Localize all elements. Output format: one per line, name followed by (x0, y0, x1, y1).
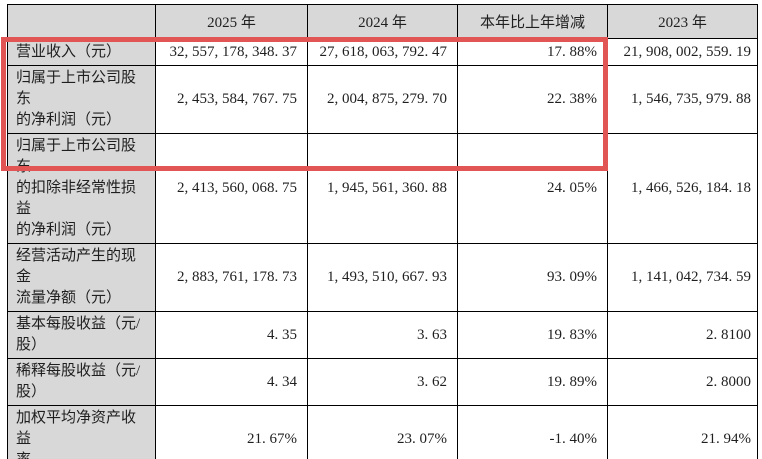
cell-2025: 2, 883, 761, 178. 73 (155, 243, 308, 312)
table-row-basic-eps: 基本每股收益（元/ 股） 4. 35 3. 63 19. 83% 2. 8100 (7, 311, 758, 359)
cell-2023: 2. 8100 (607, 311, 758, 359)
cell-2024: 1, 493, 510, 667. 93 (307, 243, 458, 312)
row-label: 营业收入（元） (7, 38, 156, 66)
cell-2025: 4. 35 (155, 311, 308, 359)
row-label: 稀释每股收益（元/ 股） (7, 358, 156, 406)
cell-2024: 1, 945, 561, 360. 88 (307, 133, 458, 244)
cell-2025: 2, 413, 560, 068. 75 (155, 133, 308, 244)
column-header-2024: 2024 年 (307, 4, 458, 39)
row-label: 基本每股收益（元/ 股） (7, 311, 156, 359)
cell-change: 19. 89% (457, 358, 608, 406)
table-row-revenue: 营业收入（元） 32, 557, 178, 348. 37 27, 618, 0… (7, 38, 758, 66)
cell-2025: 21. 67% (155, 405, 308, 459)
table-row-operating-cash-flow: 经营活动产生的现金 流量净额（元） 2, 883, 761, 178. 73 1… (7, 243, 758, 312)
row-label: 归属于上市公司股东 的净利润（元） (7, 65, 156, 134)
cell-2023: 2. 8000 (607, 358, 758, 406)
cell-2023: 21. 94% (607, 405, 758, 459)
row-label: 加权平均净资产收益 率 (7, 405, 156, 459)
column-header-2025: 2025 年 (155, 4, 308, 39)
column-header-2023: 2023 年 (607, 4, 758, 39)
cell-2023: 21, 908, 002, 559. 19 (607, 38, 758, 66)
column-header-yoy-change: 本年比上年增减 (457, 4, 608, 39)
cell-2024: 23. 07% (307, 405, 458, 459)
table-row-net-profit: 归属于上市公司股东 的净利润（元） 2, 453, 584, 767. 75 2… (7, 65, 758, 134)
row-label: 归属于上市公司股东 的扣除非经常性损益 的净利润（元） (7, 133, 156, 244)
cell-change: 19. 83% (457, 311, 608, 359)
table-row-net-profit-excl-nonrecurring: 归属于上市公司股东 的扣除非经常性损益 的净利润（元） 2, 413, 560,… (7, 133, 758, 244)
row-label: 经营活动产生的现金 流量净额（元） (7, 243, 156, 312)
cell-2025: 32, 557, 178, 348. 37 (155, 38, 308, 66)
cell-2025: 2, 453, 584, 767. 75 (155, 65, 308, 134)
cell-2023: 1, 466, 526, 184. 18 (607, 133, 758, 244)
table-row-weighted-avg-roe: 加权平均净资产收益 率 21. 67% 23. 07% -1. 40% 21. … (7, 405, 758, 459)
table-row-diluted-eps: 稀释每股收益（元/ 股） 4. 34 3. 62 19. 89% 2. 8000 (7, 358, 758, 406)
cell-2023: 1, 141, 042, 734. 59 (607, 243, 758, 312)
cell-2024: 3. 62 (307, 358, 458, 406)
financial-summary-table: 2025 年 2024 年 本年比上年增减 2023 年 营业收入（元） 32,… (7, 4, 758, 459)
cell-change: 24. 05% (457, 133, 608, 244)
cell-2024: 2, 004, 875, 279. 70 (307, 65, 458, 134)
header-blank (7, 4, 156, 39)
cell-change: 22. 38% (457, 65, 608, 134)
cell-2023: 1, 546, 735, 979. 88 (607, 65, 758, 134)
cell-change: 17. 88% (457, 38, 608, 66)
cell-change: 93. 09% (457, 243, 608, 312)
cell-change: -1. 40% (457, 405, 608, 459)
header-row-period: 2025 年 2024 年 本年比上年增减 2023 年 (7, 4, 758, 39)
cell-2025: 4. 34 (155, 358, 308, 406)
cell-2024: 3. 63 (307, 311, 458, 359)
cell-2024: 27, 618, 063, 792. 47 (307, 38, 458, 66)
